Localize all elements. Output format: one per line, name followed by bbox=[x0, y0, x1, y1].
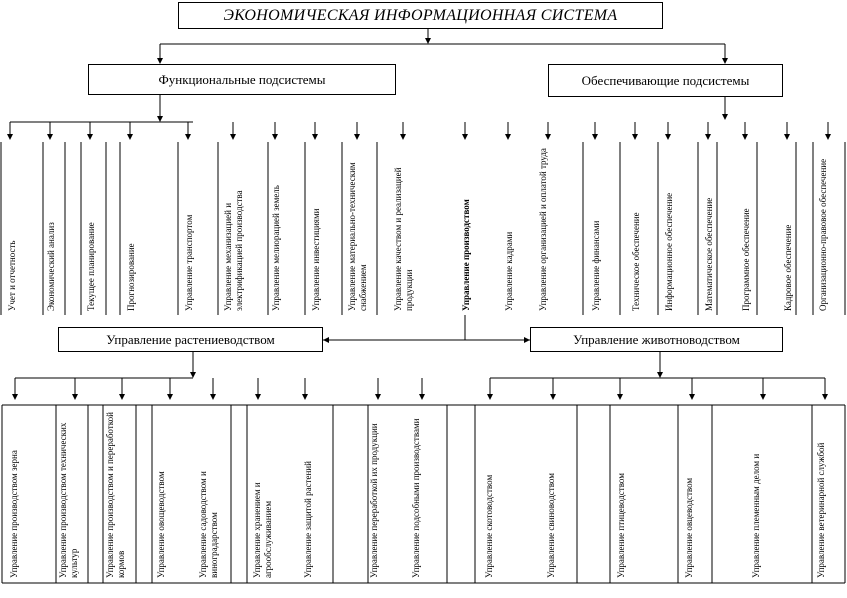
arrow-head-icon bbox=[157, 116, 163, 122]
arrow-head-icon bbox=[47, 134, 53, 140]
arrow-head-icon bbox=[230, 134, 236, 140]
functional-subsystems-label: Функциональные подсистемы bbox=[158, 71, 326, 87]
functional-subsystem-item: Учет и отчетность bbox=[7, 240, 17, 311]
branch-subsystem-item: Управление свиноводством bbox=[546, 473, 556, 578]
functional-subsystem-item: Управление механизацией и электрификацие… bbox=[223, 190, 244, 311]
arrow-head-icon bbox=[72, 394, 78, 400]
functional-subsystem-item: Управление мелиорацией земель bbox=[271, 185, 281, 311]
arrow-head-icon bbox=[722, 58, 728, 64]
arrow-head-icon bbox=[425, 38, 431, 44]
functional-subsystem-item: Управление организацией и оплатой труда bbox=[538, 148, 548, 311]
arrow-head-icon bbox=[825, 134, 831, 140]
arrow-head-icon bbox=[689, 394, 695, 400]
arrow-head-icon bbox=[760, 394, 766, 400]
crop-management-label: Управление растениеводством bbox=[106, 331, 275, 347]
arrow-head-icon bbox=[487, 394, 493, 400]
arrow-head-icon bbox=[12, 394, 18, 400]
arrow-head-icon bbox=[462, 134, 468, 140]
branch-subsystem-item: Управление производством зерна bbox=[9, 450, 19, 578]
functional-subsystem-item: Кадровое обеспечение bbox=[783, 224, 793, 311]
functional-subsystem-item: Управление качеством и реализацией проду… bbox=[393, 167, 414, 311]
arrow-head-icon bbox=[312, 134, 318, 140]
arrow-head-icon bbox=[742, 134, 748, 140]
functional-subsystem-item: Управление производством bbox=[461, 199, 471, 311]
functional-subsystem-item: Управление кадрами bbox=[504, 231, 514, 311]
branch-subsystem-item: Управление племенным делом и bbox=[751, 453, 761, 578]
branch-subsystem-item: Управление скотоводством bbox=[484, 474, 494, 578]
branch-subsystem-item: Управление подсобными производствами bbox=[411, 418, 421, 578]
functional-subsystem-item: Управление финансами bbox=[591, 220, 601, 311]
branch-subsystem-item: Управление защитой растений bbox=[303, 461, 313, 578]
arrow-head-icon bbox=[705, 134, 711, 140]
livestock-management-box: Управление животноводством bbox=[530, 327, 783, 352]
arrow-head-icon bbox=[185, 134, 191, 140]
arrow-head-icon bbox=[167, 394, 173, 400]
functional-subsystem-item: Программное обеспечение bbox=[741, 208, 751, 311]
system-title-box: ЭКОНОМИЧЕСКАЯ ИНФОРМАЦИОННАЯ СИСТЕМА bbox=[178, 2, 663, 29]
arrow-head-icon bbox=[400, 134, 406, 140]
functional-subsystem-item: Управление материально-техническим снабж… bbox=[347, 162, 368, 311]
arrow-head-icon bbox=[550, 394, 556, 400]
arrow-head-icon bbox=[119, 394, 125, 400]
arrow-head-icon bbox=[157, 58, 163, 64]
functional-subsystem-item: Управление инвестициями bbox=[311, 208, 321, 311]
functional-subsystem-item: Техническое обеспечение bbox=[631, 212, 641, 311]
arrow-head-icon bbox=[632, 134, 638, 140]
functional-subsystem-item: Математическое обеспечение bbox=[704, 197, 714, 311]
arrow-head-icon bbox=[255, 394, 261, 400]
arrow-head-icon bbox=[657, 372, 663, 378]
functional-subsystem-item: Информационное обеспечение bbox=[664, 192, 674, 311]
branch-subsystem-item: Управление производством и переработкой … bbox=[105, 412, 126, 578]
branch-subsystem-item: Управление производством технических кул… bbox=[58, 422, 79, 578]
branch-subsystem-item: Управление овощеводством bbox=[156, 471, 166, 578]
arrow-head-icon bbox=[822, 394, 828, 400]
crop-management-box: Управление растениеводством bbox=[58, 327, 323, 352]
branch-subsystem-item: Управление садоводством и виноградарство… bbox=[198, 471, 219, 578]
supporting-subsystems-label: Обеспечивающие подсистемы bbox=[581, 72, 750, 88]
arrow-head-icon bbox=[87, 134, 93, 140]
branch-subsystem-item: Управление птицеводством bbox=[616, 473, 626, 578]
livestock-management-label: Управление животноводством bbox=[573, 331, 740, 347]
system-title: ЭКОНОМИЧЕСКАЯ ИНФОРМАЦИОННАЯ СИСТЕМА bbox=[223, 6, 618, 24]
branch-subsystem-item: Управление хранением и агрообслуживанием bbox=[252, 482, 273, 578]
functional-subsystem-item: Текущее планирование bbox=[86, 222, 96, 311]
branch-subsystem-item: Управление переработкой их продукции bbox=[369, 423, 379, 578]
functional-subsystem-item: Организационно-правовое обеспечение bbox=[818, 158, 828, 311]
functional-subsystem-item: Управление транспортом bbox=[184, 214, 194, 311]
arrow-head-icon bbox=[784, 134, 790, 140]
arrow-head-icon bbox=[419, 394, 425, 400]
arrow-head-icon bbox=[505, 134, 511, 140]
arrow-head-icon bbox=[617, 394, 623, 400]
functional-subsystem-item: Прогнозирование bbox=[126, 243, 136, 311]
arrow-head-icon bbox=[190, 372, 196, 378]
branch-subsystem-item: Управление ветеринарной службой bbox=[816, 442, 826, 578]
arrow-head-icon bbox=[272, 134, 278, 140]
branch-subsystem-item: Управление овцеводством bbox=[684, 477, 694, 578]
functional-subsystem-item: Экономический анализ bbox=[46, 222, 56, 311]
arrow-head-icon bbox=[302, 394, 308, 400]
arrow-head-icon bbox=[210, 394, 216, 400]
arrow-head-icon bbox=[722, 114, 728, 120]
arrow-head-icon bbox=[592, 134, 598, 140]
arrow-head-icon bbox=[323, 337, 329, 343]
supporting-subsystems-box: Обеспечивающие подсистемы bbox=[548, 64, 783, 97]
arrow-head-icon bbox=[127, 134, 133, 140]
functional-subsystems-box: Функциональные подсистемы bbox=[88, 64, 396, 95]
arrow-head-icon bbox=[375, 394, 381, 400]
arrow-head-icon bbox=[354, 134, 360, 140]
arrow-head-icon bbox=[7, 134, 13, 140]
arrow-head-icon bbox=[665, 134, 671, 140]
arrow-head-icon bbox=[524, 337, 530, 343]
arrow-head-icon bbox=[545, 134, 551, 140]
